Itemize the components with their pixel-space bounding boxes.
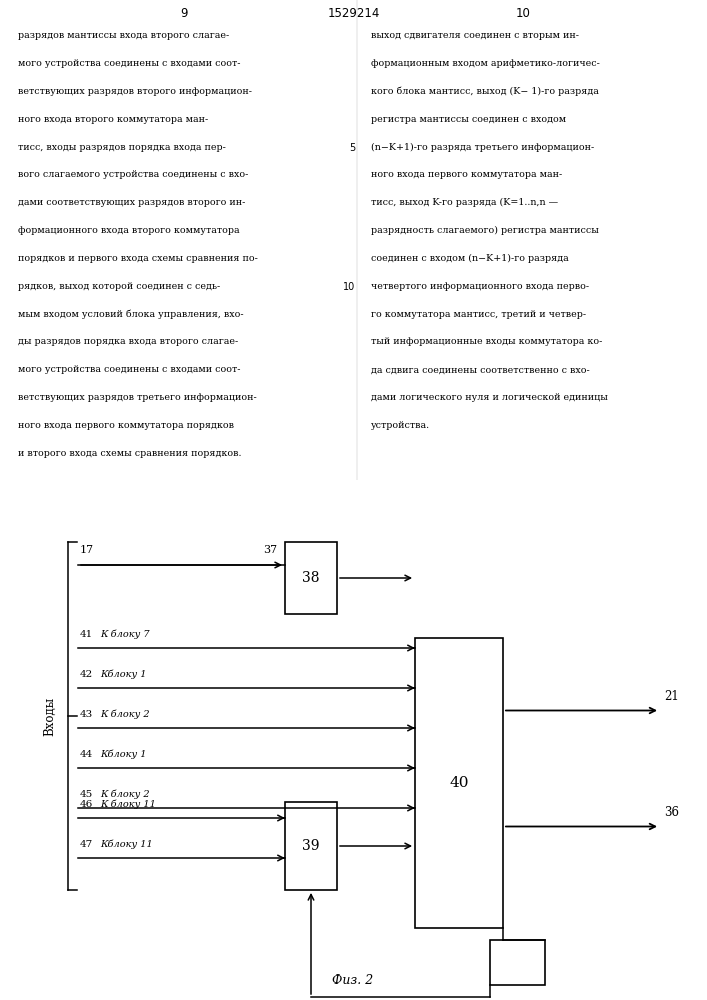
Text: 45: 45 — [80, 790, 93, 799]
Text: 47: 47 — [80, 840, 93, 849]
Text: 10: 10 — [515, 7, 531, 20]
Text: 39: 39 — [303, 839, 320, 853]
Text: го коммутатора мантисс, третий и четвер-: го коммутатора мантисс, третий и четвер- — [371, 310, 586, 319]
Text: ного входа первого коммутатора порядков: ного входа первого коммутатора порядков — [18, 421, 234, 430]
Text: 1529214: 1529214 — [327, 7, 380, 20]
Text: 21: 21 — [664, 690, 679, 702]
Text: мым входом условий блока управления, вхо-: мым входом условий блока управления, вхо… — [18, 310, 243, 319]
Text: дами соответствующих разрядов второго ин-: дами соответствующих разрядов второго ин… — [18, 198, 245, 207]
Text: ветствующих разрядов второго информацион-: ветствующих разрядов второго информацион… — [18, 87, 252, 96]
Text: К блоку 11: К блоку 11 — [100, 800, 156, 809]
Text: (n−K+1)-го разряда третьего информацион-: (n−K+1)-го разряда третьего информацион- — [371, 143, 595, 152]
Text: дами логического нуля и логической единицы: дами логического нуля и логической едини… — [371, 393, 608, 402]
Text: ного входа первого коммутатора ман-: ного входа первого коммутатора ман- — [371, 170, 563, 179]
Text: устройства.: устройства. — [371, 421, 431, 430]
Text: 36: 36 — [664, 806, 679, 818]
Text: разрядность слагаемого) регистра мантиссы: разрядность слагаемого) регистра мантисс… — [371, 226, 599, 235]
Text: Входы: Входы — [44, 696, 57, 736]
Text: формационного входа второго коммутатора: формационного входа второго коммутатора — [18, 226, 239, 235]
Text: 10: 10 — [344, 282, 356, 292]
Text: Физ. 2: Физ. 2 — [332, 974, 373, 986]
Text: кого блока мантисс, выход (K− 1)-го разряда: кого блока мантисс, выход (K− 1)-го разр… — [371, 87, 599, 96]
Text: 44: 44 — [80, 750, 93, 759]
Text: мого устройства соединены с входами соот-: мого устройства соединены с входами соот… — [18, 59, 240, 68]
Text: формационным входом арифметико-логичес-: формационным входом арифметико-логичес- — [371, 59, 600, 68]
Text: соединен с входом (n−K+1)-го разряда: соединен с входом (n−K+1)-го разряда — [371, 254, 569, 263]
Text: ного входа второго коммутатора ман-: ного входа второго коммутатора ман- — [18, 115, 208, 124]
Text: выход сдвигателя соединен с вторым ин-: выход сдвигателя соединен с вторым ин- — [371, 31, 579, 40]
Text: мого устройства соединены с входами соот-: мого устройства соединены с входами соот… — [18, 365, 240, 374]
Text: 9: 9 — [180, 7, 187, 20]
Bar — [285, 802, 337, 890]
Bar — [285, 542, 337, 614]
Text: регистра мантиссы соединен с входом: регистра мантиссы соединен с входом — [371, 115, 566, 124]
Text: ветствующих разрядов третьего информацион-: ветствующих разрядов третьего информацио… — [18, 393, 257, 402]
Text: Кблоку 11: Кблоку 11 — [100, 840, 153, 849]
Text: К блоку 2: К блоку 2 — [100, 710, 150, 719]
Text: вого слагаемого устройства соединены с вхо-: вого слагаемого устройства соединены с в… — [18, 170, 248, 179]
Text: 40: 40 — [449, 776, 469, 790]
Text: тый информационные входы коммутатора ко-: тый информационные входы коммутатора ко- — [371, 337, 602, 346]
Text: порядков и первого входа схемы сравнения по-: порядков и первого входа схемы сравнения… — [18, 254, 257, 263]
Text: 38: 38 — [303, 571, 320, 585]
Text: и второго входа схемы сравнения порядков.: и второго входа схемы сравнения порядков… — [18, 449, 241, 458]
Text: К блоку 7: К блоку 7 — [100, 630, 150, 639]
Text: 42: 42 — [80, 670, 93, 679]
Text: разрядов мантиссы входа второго слагае-: разрядов мантиссы входа второго слагае- — [18, 31, 229, 40]
Text: тисс, выход K-го разряда (K=1..n,n —: тисс, выход K-го разряда (K=1..n,n — — [371, 198, 559, 207]
Text: ды разрядов порядка входа второго слагае-: ды разрядов порядка входа второго слагае… — [18, 337, 238, 346]
Text: 37: 37 — [263, 545, 277, 555]
Bar — [490, 940, 545, 985]
Text: рядков, выход которой соединен с седь-: рядков, выход которой соединен с седь- — [18, 282, 220, 291]
Text: 46: 46 — [80, 800, 93, 809]
Text: 17: 17 — [80, 545, 94, 555]
Text: да сдвига соединены соответственно с вхо-: да сдвига соединены соответственно с вхо… — [371, 365, 590, 374]
Text: Кблоку 1: Кблоку 1 — [100, 670, 146, 679]
Text: 5: 5 — [349, 143, 356, 153]
Bar — [415, 638, 503, 928]
Text: тисс, входы разрядов порядка входа пер-: тисс, входы разрядов порядка входа пер- — [18, 143, 226, 152]
Text: Кблоку 1: Кблоку 1 — [100, 750, 146, 759]
Text: 41: 41 — [80, 630, 93, 639]
Text: четвертого информационного входа перво-: четвертого информационного входа перво- — [371, 282, 590, 291]
Text: 43: 43 — [80, 710, 93, 719]
Text: К блоку 2: К блоку 2 — [100, 790, 150, 799]
